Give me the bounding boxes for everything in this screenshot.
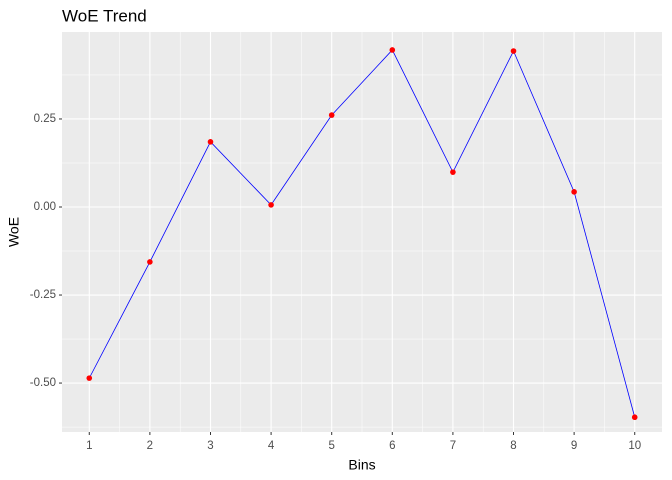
- point: [86, 375, 93, 381]
- point: [510, 48, 517, 54]
- x-tick-label: 3: [207, 440, 213, 452]
- x-tick-label: 4: [268, 440, 275, 452]
- x-tick-label: 5: [328, 440, 334, 452]
- y-tick-label: -0.25: [30, 289, 56, 301]
- point: [207, 139, 214, 145]
- x-axis-title: Bins: [348, 457, 375, 473]
- y-axis-title: WoE: [6, 217, 22, 247]
- y-tick-label: 0.25: [34, 113, 56, 125]
- point: [268, 202, 274, 208]
- point: [450, 169, 456, 175]
- point: [631, 414, 638, 421]
- x-tick-label: 8: [510, 440, 516, 452]
- x-tick-label: 9: [571, 440, 577, 452]
- x-tick-label: 6: [389, 440, 395, 452]
- x-tick-label: 1: [86, 440, 92, 452]
- x-tick-label: 7: [450, 440, 456, 452]
- point: [389, 47, 396, 53]
- chart-title: WoE Trend: [62, 6, 147, 25]
- point: [147, 259, 153, 265]
- point: [328, 112, 335, 118]
- line: [88, 49, 636, 418]
- y-tick-label: 0.00: [34, 201, 56, 213]
- x-tick-label: 2: [147, 440, 153, 452]
- x-tick-label: 10: [628, 440, 641, 452]
- y-tick-label: -0.50: [30, 377, 56, 389]
- point: [571, 189, 577, 195]
